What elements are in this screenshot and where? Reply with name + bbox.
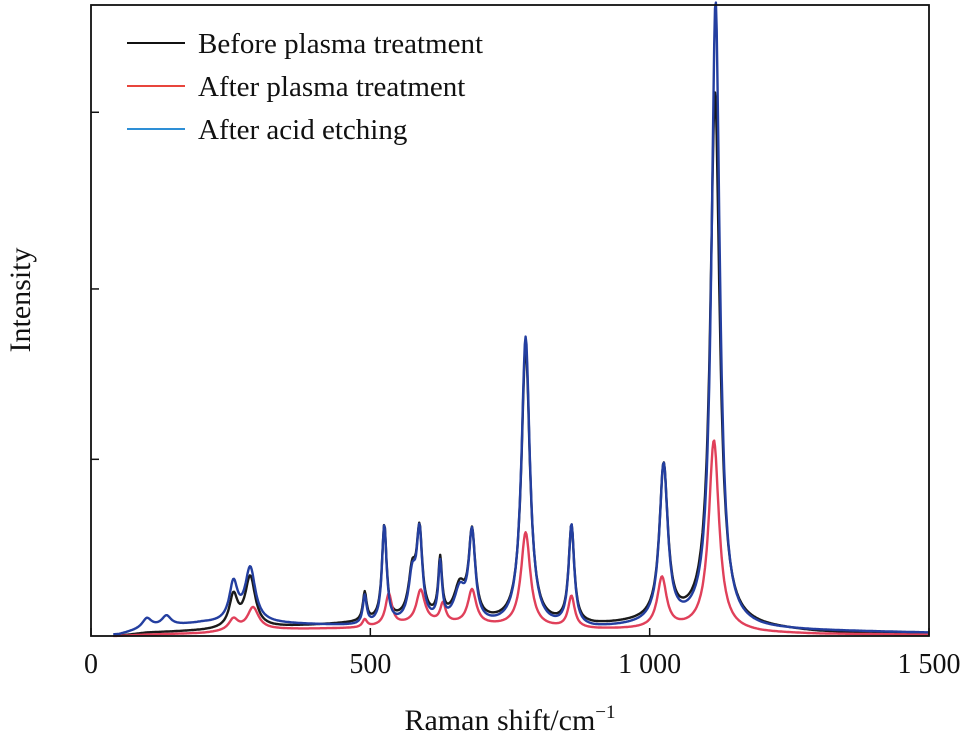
series-layer: [113, 1, 930, 638]
legend-label-3: After acid etching: [198, 114, 407, 146]
series-line-1: [113, 91, 930, 637]
x-tick-label-1: 0: [84, 649, 98, 680]
legend-label-1: Before plasma treatment: [198, 28, 483, 60]
series-line-2: [113, 439, 930, 638]
legend: Before plasma treatment After plasma trea…: [127, 28, 483, 146]
x-tick-label-2: 500: [349, 649, 391, 680]
plot-frame: [90, 4, 930, 637]
x-tick-label-3: 1 000: [618, 649, 681, 680]
x-axis-title: Raman shift/cm−1: [404, 702, 615, 737]
series-line-3: [113, 1, 930, 636]
legend-label-2: After plasma treatment: [198, 71, 465, 103]
ticks-layer: 0 500 1 000 1 500: [84, 111, 961, 680]
y-axis-title: Intensity: [4, 248, 37, 353]
x-tick-label-4: 1 500: [898, 649, 961, 680]
